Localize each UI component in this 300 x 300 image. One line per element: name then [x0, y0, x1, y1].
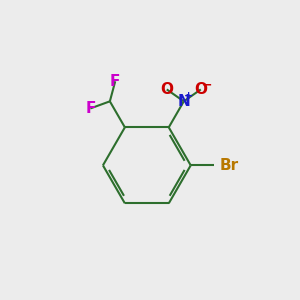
- Text: O: O: [160, 82, 173, 97]
- Text: F: F: [110, 74, 120, 89]
- Text: −: −: [202, 79, 212, 92]
- Text: F: F: [85, 101, 95, 116]
- Text: +: +: [184, 91, 194, 101]
- Text: N: N: [177, 94, 190, 109]
- Text: Br: Br: [220, 158, 239, 173]
- Text: O: O: [194, 82, 207, 97]
